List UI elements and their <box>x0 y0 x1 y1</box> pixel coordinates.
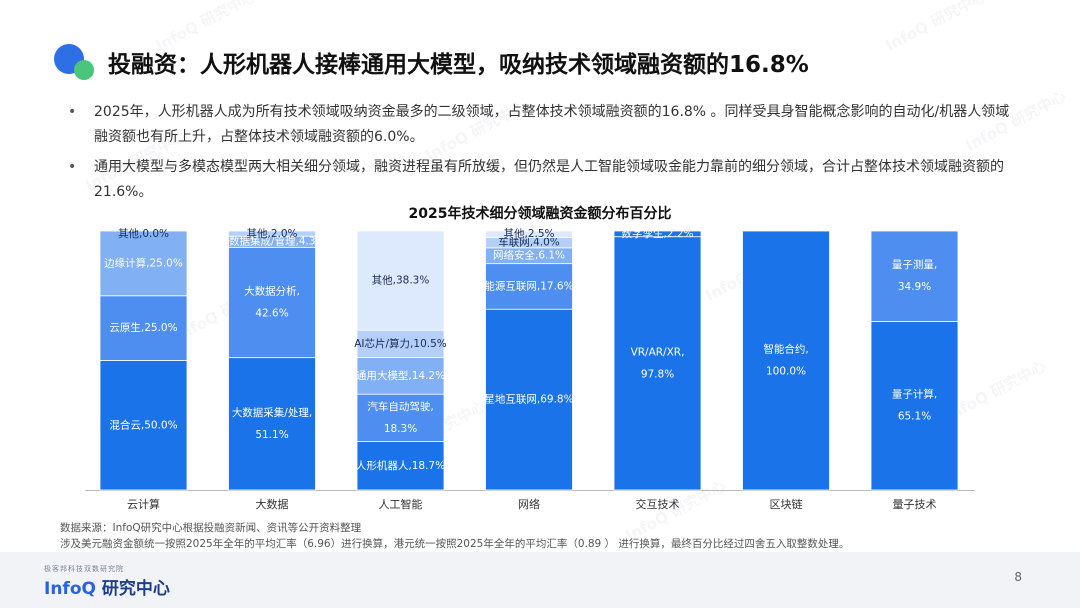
bullet-item: 2025年，人形机器人成为所有技术领域吸纳资金最多的二级领域，占整体技术领域融资… <box>68 100 1013 150</box>
page-number: 8 <box>1014 570 1022 584</box>
bar-segment <box>99 295 188 361</box>
data-label: 星地互联网,69.8% <box>484 393 573 406</box>
bar-segment <box>356 230 445 331</box>
bar-segment <box>356 393 445 442</box>
x-tick-label: 交互技术 <box>636 497 680 511</box>
data-label: 其他,38.3% <box>372 274 430 287</box>
bar-segment <box>870 230 959 322</box>
data-label: 其他,2.0% <box>246 227 297 240</box>
footer: 极客邦科技双数研究院 InfoQ 研究中心 8 <box>0 552 1080 608</box>
page-title: 投融资：人形机器人接棒通用大模型，吸纳技术领域融资额的16.8% <box>108 52 809 78</box>
data-label: 量子测量, 34.9% <box>892 258 937 293</box>
bullet-list: 2025年，人形机器人成为所有技术领域吸纳资金最多的二级领域，占整体技术领域融资… <box>68 100 1013 210</box>
data-label: 大数据集成/管理,4.3% <box>218 235 325 248</box>
data-label: 车联网,4.0% <box>498 236 560 249</box>
chart-title: 2025年技术细分领域融资金额分布百分比 <box>409 205 672 222</box>
data-label: 边缘计算,25.0% <box>104 256 183 269</box>
data-source-note: 数据来源：InfoQ研究中心根据投融资新闻、资讯等公开资料整理 涉及美元融资金额… <box>60 520 849 552</box>
data-label: 大数据采集/处理, 51.1% <box>232 406 312 441</box>
data-label: 网络安全,6.1% <box>493 249 565 262</box>
bar-segment <box>99 230 188 297</box>
data-label: VR/AR/XR, 97.8% <box>631 346 685 380</box>
data-label: 汽车自动驾驶, 18.3% <box>367 400 433 435</box>
brand-dots-icon <box>54 42 98 82</box>
bullet-item: 通用大模型与多模态模型两大相关细分领域，融资进程虽有所放缓，但仍然是人工智能领域… <box>68 155 1013 205</box>
data-label: 其他,0.0% <box>118 227 169 240</box>
bar-segment <box>870 320 959 491</box>
bar-segment <box>613 230 702 238</box>
data-label: 智能合约, 100.0% <box>763 343 808 378</box>
source-line: 数据来源：InfoQ研究中心根据投融资新闻、资讯等公开资料整理 <box>60 522 362 534</box>
brand-cn: 研究中心 <box>95 579 170 599</box>
bar-segment <box>485 263 573 310</box>
brand-logo: InfoQ 研究中心 <box>44 574 170 599</box>
bar-segment <box>228 357 316 491</box>
data-label: 其他,2.5% <box>503 227 554 240</box>
data-label: 能源互联网,17.6% <box>484 279 573 292</box>
data-label: 人形机器人,18.7% <box>356 459 445 472</box>
bar-segment <box>99 360 188 491</box>
data-label: 通用大模型,14.2% <box>356 369 445 382</box>
x-tick-label: 云计算 <box>127 497 160 511</box>
bar-segment <box>742 230 830 491</box>
bar-segment <box>613 236 702 491</box>
data-label: 混合云,50.0% <box>109 418 177 431</box>
x-tick-label: 网络 <box>518 497 540 511</box>
x-tick-label: 人工智能 <box>379 497 423 511</box>
x-tick-label: 量子技术 <box>893 498 937 511</box>
bar-segment <box>356 329 445 358</box>
bar-segment <box>485 308 573 491</box>
data-label: 云原生,25.0% <box>109 321 177 334</box>
x-tick-label: 区块链 <box>770 497 803 511</box>
data-label: 量子计算, 65.1% <box>892 388 937 423</box>
brand-infoq: InfoQ <box>44 579 96 599</box>
bar-segment <box>356 356 445 395</box>
bar-segment <box>228 246 316 359</box>
bar-segment <box>485 230 573 238</box>
title-row: 投融资：人形机器人接棒通用大模型，吸纳技术领域融资额的16.8% <box>54 42 809 82</box>
data-label: 大数据分析, 42.6% <box>244 284 300 319</box>
bar-segment <box>356 441 445 491</box>
bar-segment <box>228 230 316 237</box>
data-label: AI芯片/算力,10.5% <box>354 337 447 350</box>
x-tick-label: 大数据 <box>256 497 289 511</box>
source-line: 涉及美元融资金额统一按照2025年全年的平均汇率（6.96）进行换算，港元统一按… <box>60 538 850 550</box>
brand-tagline: 极客邦科技双数研究院 <box>44 565 124 573</box>
data-label: 数字孪生,2.2% <box>621 227 693 240</box>
